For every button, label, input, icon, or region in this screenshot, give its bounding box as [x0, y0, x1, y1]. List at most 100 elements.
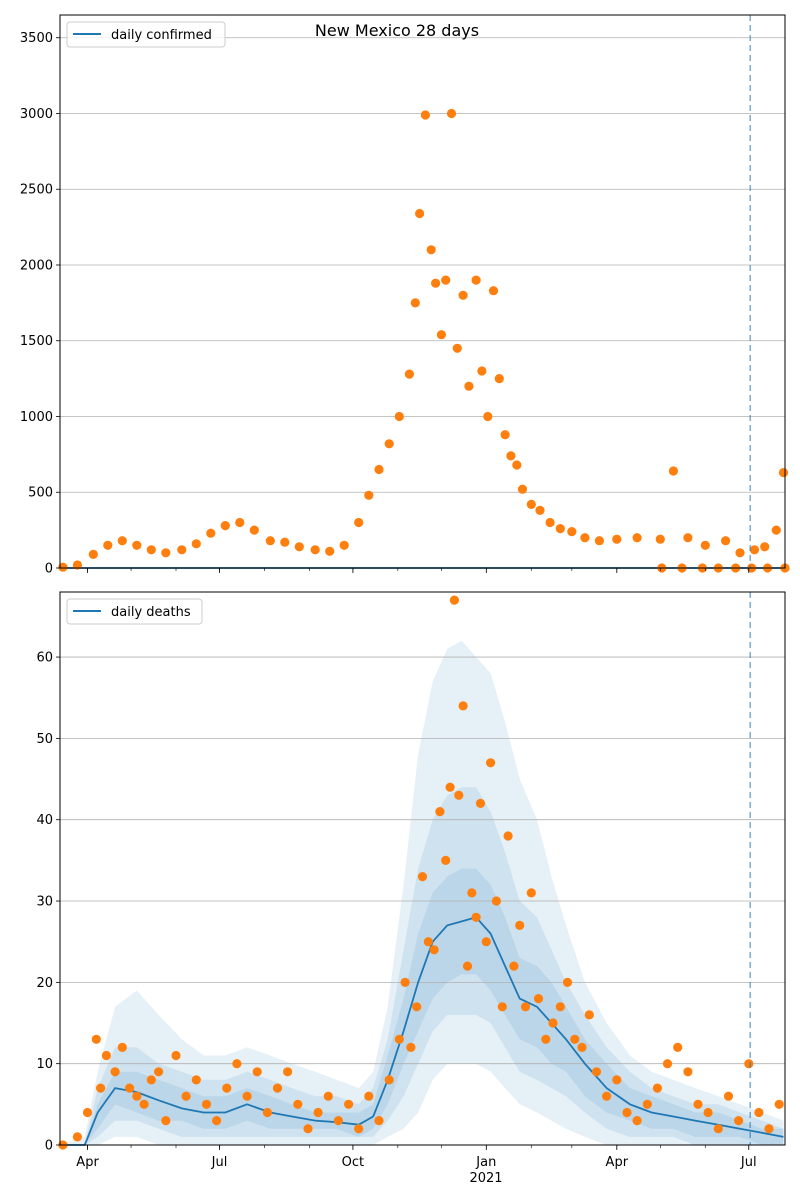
- confirmed-legend: daily confirmed: [66, 21, 226, 48]
- data-point: [749, 545, 760, 555]
- data-point: [713, 1124, 723, 1134]
- deaths-plot-frame: [59, 591, 786, 1146]
- data-point: [526, 499, 536, 509]
- data-point: [483, 411, 493, 422]
- x-year-label: 2021: [469, 1171, 502, 1186]
- data-point: [477, 366, 487, 376]
- data-point: [580, 533, 590, 543]
- data-point: [612, 1075, 622, 1085]
- data-point: [110, 1067, 120, 1077]
- data-point: [526, 888, 536, 898]
- data-point: [374, 1116, 384, 1126]
- data-point: [652, 1083, 663, 1093]
- data-point: [242, 1091, 252, 1101]
- data-point: [177, 545, 187, 555]
- data-point: [555, 524, 565, 534]
- data-point: [703, 1107, 713, 1118]
- data-point: [541, 1034, 551, 1044]
- data-point: [364, 1091, 374, 1101]
- data-point: [101, 1050, 111, 1061]
- legend-box: [66, 21, 226, 48]
- data-point: [481, 937, 491, 947]
- data-point: [503, 831, 513, 841]
- data-point: [488, 286, 499, 296]
- data-point: [354, 1124, 364, 1134]
- deaths-x-ticks: Apr Jul Oct Jan Apr Jul: [76, 1145, 757, 1170]
- x-tick-label: Apr: [76, 1155, 99, 1170]
- data-point: [754, 1107, 764, 1118]
- confirmed-plot-frame: [59, 14, 786, 569]
- data-point: [91, 1034, 101, 1044]
- data-point: [506, 451, 516, 461]
- data-point: [744, 1059, 754, 1069]
- data-point: [458, 701, 468, 711]
- data-point: [303, 1124, 313, 1134]
- data-point: [668, 466, 679, 476]
- data-point: [735, 548, 745, 558]
- y-tick-label: 500: [28, 486, 53, 501]
- data-point: [82, 1107, 93, 1118]
- data-point: [161, 548, 171, 558]
- data-point: [515, 920, 525, 931]
- legend-label: daily deaths: [111, 605, 191, 620]
- data-point: [471, 275, 481, 285]
- data-point: [431, 278, 441, 288]
- data-point: [117, 1042, 127, 1052]
- y-tick-label: 60: [36, 651, 53, 666]
- data-point: [632, 533, 642, 543]
- confirmed-y-ticks: 0 500 1000 1500 2000 2500 3000 3500: [20, 31, 60, 577]
- data-point: [760, 542, 770, 552]
- data-point: [293, 1099, 303, 1109]
- data-point: [201, 1099, 212, 1109]
- data-point: [622, 1107, 632, 1118]
- data-point: [146, 1075, 156, 1085]
- y-tick-label: 50: [36, 732, 53, 747]
- y-tick-label: 1000: [20, 410, 53, 425]
- data-point: [154, 1067, 164, 1077]
- data-point: [220, 521, 230, 531]
- data-point: [222, 1083, 232, 1093]
- deaths-legend: daily deaths: [66, 598, 203, 625]
- data-point: [294, 542, 304, 552]
- deaths-gridlines: [60, 656, 785, 1146]
- data-point: [426, 245, 436, 255]
- deaths-points: [58, 595, 784, 1150]
- data-point: [594, 536, 605, 546]
- data-point: [533, 994, 544, 1004]
- data-point: [58, 562, 68, 572]
- data-point: [570, 1034, 580, 1044]
- data-point: [584, 1010, 594, 1020]
- data-point: [404, 369, 414, 379]
- data-point: [441, 855, 451, 866]
- data-point: [449, 595, 459, 605]
- data-point: [333, 1116, 343, 1126]
- data-point: [384, 1075, 394, 1085]
- data-point: [458, 290, 468, 300]
- data-point: [577, 1042, 587, 1052]
- deaths-plot-area: [60, 592, 785, 1145]
- data-point: [512, 460, 522, 470]
- data-point: [467, 888, 477, 898]
- data-point: [454, 790, 464, 800]
- data-point: [700, 540, 710, 550]
- data-point: [441, 275, 451, 285]
- data-point: [232, 1059, 242, 1069]
- data-point: [394, 1034, 404, 1044]
- data-point: [500, 430, 510, 440]
- data-point: [520, 1002, 531, 1012]
- data-point: [771, 525, 781, 535]
- data-point: [252, 1067, 262, 1077]
- data-point: [417, 872, 428, 882]
- data-point: [562, 977, 573, 988]
- data-point: [410, 298, 420, 308]
- data-point: [339, 540, 349, 550]
- data-point: [96, 1083, 106, 1093]
- data-point: [517, 484, 528, 494]
- y-tick-label: 3500: [20, 31, 53, 46]
- data-point: [206, 528, 216, 538]
- data-point: [72, 560, 82, 570]
- deaths-panel: 0 10 20 30 40 50 60 Apr Jul Oct Jan Apr Jul 2021 da…: [36, 591, 786, 1186]
- data-point: [445, 782, 455, 792]
- data-point: [683, 1067, 693, 1077]
